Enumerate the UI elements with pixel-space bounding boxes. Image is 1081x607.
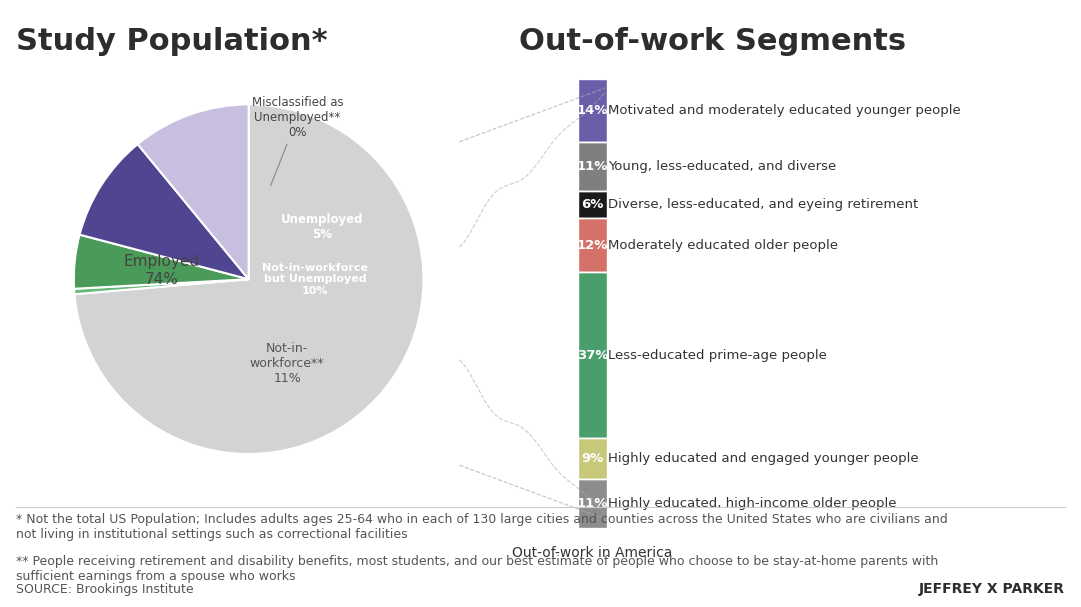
Text: Out-of-work in America: Out-of-work in America — [512, 546, 672, 560]
Text: Highly educated, high-income older people: Highly educated, high-income older peopl… — [609, 497, 897, 510]
Wedge shape — [137, 104, 249, 279]
Text: Young, less-educated, and diverse: Young, less-educated, and diverse — [609, 160, 837, 173]
Text: Diverse, less-educated, and eyeing retirement: Diverse, less-educated, and eyeing retir… — [609, 198, 919, 211]
Text: 14%: 14% — [577, 104, 609, 117]
Text: 9%: 9% — [582, 452, 603, 465]
Bar — [578, 191, 606, 218]
Text: Misclassified as
Unemployed**
0%: Misclassified as Unemployed** 0% — [252, 96, 344, 186]
Text: Not-in-
workforce**
11%: Not-in- workforce** 11% — [250, 342, 324, 385]
Text: 12%: 12% — [577, 239, 609, 252]
Wedge shape — [80, 144, 249, 279]
Bar — [578, 142, 606, 191]
Text: Out-of-work Segments: Out-of-work Segments — [519, 27, 906, 56]
Text: Employed
74%: Employed 74% — [123, 254, 199, 287]
Text: Study Population*: Study Population* — [16, 27, 328, 56]
Text: Unemployed
5%: Unemployed 5% — [281, 213, 363, 241]
Wedge shape — [75, 279, 249, 294]
Bar — [578, 438, 606, 479]
Wedge shape — [74, 235, 249, 289]
Text: 37%: 37% — [577, 348, 609, 362]
Text: Not-in-workforce
but Unemployed
10%: Not-in-workforce but Unemployed 10% — [262, 263, 368, 296]
Text: SOURCE: Brookings Institute: SOURCE: Brookings Institute — [16, 583, 193, 596]
Bar — [578, 218, 606, 272]
Text: 11%: 11% — [577, 160, 609, 173]
Text: 11%: 11% — [577, 497, 609, 510]
Text: Highly educated and engaged younger people: Highly educated and engaged younger peop… — [609, 452, 919, 465]
Text: ** People receiving retirement and disability benefits, most students, and our b: ** People receiving retirement and disab… — [16, 555, 938, 583]
Text: Motivated and moderately educated younger people: Motivated and moderately educated younge… — [609, 104, 961, 117]
Text: 6%: 6% — [582, 198, 603, 211]
Bar — [578, 79, 606, 142]
Wedge shape — [75, 104, 424, 454]
Text: * Not the total US Population; Includes adults ages 25-64 who in each of 130 lar: * Not the total US Population; Includes … — [16, 513, 948, 541]
Text: Less-educated prime-age people: Less-educated prime-age people — [609, 348, 827, 362]
Text: JEFFREY X PARKER: JEFFREY X PARKER — [919, 582, 1065, 596]
Bar — [578, 479, 606, 528]
Bar — [578, 272, 606, 438]
Text: Moderately educated older people: Moderately educated older people — [609, 239, 839, 252]
